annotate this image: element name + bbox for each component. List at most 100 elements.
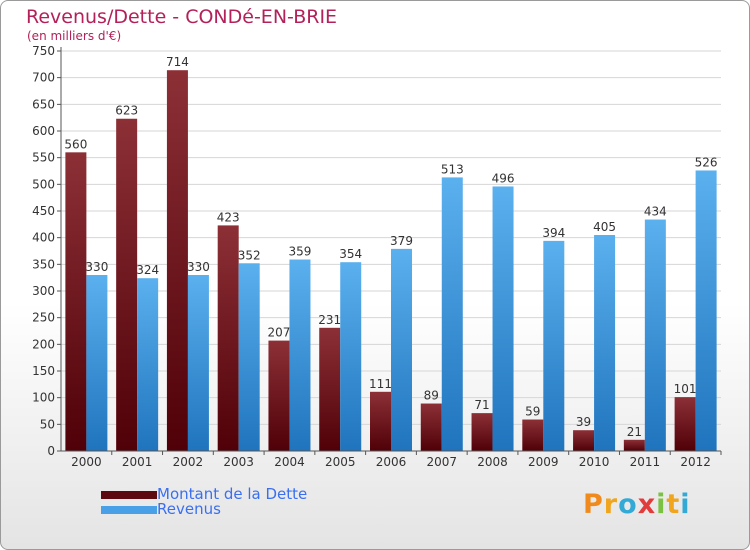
y-tick-label: 100: [32, 391, 55, 405]
data-label-revenue: 405: [593, 220, 616, 234]
bar-revenue: [238, 263, 260, 451]
y-tick-label: 400: [32, 231, 55, 245]
legend-label-revenue: Revenus: [157, 500, 221, 518]
bar-revenue: [492, 186, 514, 451]
data-label-revenue: 330: [85, 260, 108, 274]
bar-debt: [166, 70, 188, 451]
x-tick-label: 2008: [477, 455, 508, 469]
bar-revenue: [441, 177, 463, 451]
logo-letter: r: [603, 489, 619, 520]
data-label-revenue: 352: [238, 248, 261, 262]
x-tick-label: 2005: [325, 455, 356, 469]
bar-debt: [623, 439, 645, 451]
bar-debt: [471, 413, 493, 451]
bar-revenue: [391, 248, 412, 451]
y-tick-label: 0: [47, 444, 55, 458]
bar-revenue: [594, 235, 616, 451]
logo-letter: t: [666, 489, 681, 520]
logo-letter: i: [680, 489, 691, 520]
y-tick-label: 750: [32, 44, 55, 58]
x-tick-label: 2009: [528, 455, 559, 469]
bar-revenue: [340, 262, 362, 451]
y-tick-label: 500: [32, 177, 55, 191]
bar-debt: [116, 118, 138, 451]
data-label-debt: 714: [166, 55, 189, 69]
bar-revenue: [187, 275, 209, 451]
x-tick-label: 2003: [223, 455, 254, 469]
bar-debt: [65, 152, 87, 452]
data-label-debt: 207: [268, 326, 291, 340]
bar-revenue: [543, 240, 565, 451]
bar-revenue: [695, 170, 717, 451]
y-tick-label: 350: [32, 257, 55, 271]
axes: 0 50 100 150 200 250 300 350 400 450 500 550 600 650 7…: [32, 44, 722, 469]
logo-letter: P: [583, 489, 604, 520]
x-tick-label: 2001: [122, 455, 153, 469]
data-label-debt: 89: [424, 389, 439, 403]
y-tick-label: 450: [32, 204, 55, 218]
data-label-revenue: 359: [289, 245, 312, 259]
y-tick-label: 150: [32, 364, 55, 378]
data-label-debt: 231: [318, 313, 341, 327]
data-label-debt: 423: [217, 210, 240, 224]
logo-letter: i: [656, 489, 667, 520]
x-tick-label: 2000: [71, 455, 102, 469]
bar-revenue: [137, 278, 159, 451]
y-tick-label: 300: [32, 284, 55, 298]
data-label-debt: 111: [369, 377, 392, 391]
y-tick-label: 200: [32, 337, 55, 351]
x-tick-label: 2010: [579, 455, 610, 469]
data-label-revenue: 526: [695, 155, 718, 169]
x-tick-label: 2004: [274, 455, 305, 469]
bar-debt: [420, 403, 442, 451]
data-label-debt: 560: [64, 137, 87, 151]
data-label-revenue: 434: [644, 205, 667, 219]
data-label-revenue: 513: [441, 162, 464, 176]
y-tick-label: 650: [32, 97, 55, 111]
y-tick-label: 700: [32, 71, 55, 85]
chart-title: Revenus/Dette - CONDé-EN-BRIE: [26, 6, 338, 28]
data-labels: 560 330 623 324 714 330 423 352 207 359 231 354 111 3…: [64, 55, 717, 439]
y-tick-label: 250: [32, 311, 55, 325]
logo-letter: x: [637, 489, 657, 520]
data-label-debt: 101: [674, 382, 697, 396]
data-label-revenue: 354: [339, 247, 362, 261]
legend-label-debt: Montant de la Dette: [157, 485, 308, 503]
bar-debt: [522, 419, 544, 451]
logo-letter: o: [618, 489, 638, 520]
bars: [65, 70, 717, 452]
legend-swatch-revenue: [101, 506, 157, 514]
bar-debt: [217, 225, 239, 451]
x-tick-label: 2002: [173, 455, 204, 469]
y-tick-label: 50: [40, 417, 55, 431]
bar-debt: [573, 430, 595, 451]
x-tick-label: 2007: [426, 455, 457, 469]
bar-debt: [674, 397, 696, 451]
proxiti-logo: Proxiti: [583, 489, 691, 520]
x-tick-label: 2012: [680, 455, 711, 469]
x-tick-label: 2006: [376, 455, 407, 469]
data-label-debt: 21: [627, 425, 642, 439]
data-label-debt: 39: [576, 415, 591, 429]
data-label-revenue: 324: [136, 263, 159, 277]
data-label-debt: 71: [474, 398, 489, 412]
data-label-revenue: 496: [492, 171, 515, 185]
bar-revenue: [289, 259, 311, 451]
data-label-revenue: 379: [390, 234, 413, 248]
bar-debt: [319, 327, 341, 451]
bar-revenue: [644, 219, 666, 451]
y-tick-label: 600: [32, 124, 55, 138]
chart-subtitle: (en milliers d'€): [27, 29, 122, 43]
data-label-debt: 623: [115, 104, 138, 118]
x-tick-label: 2011: [630, 455, 661, 469]
bar-revenue: [86, 275, 108, 451]
data-label-debt: 59: [525, 405, 540, 419]
data-label-revenue: 330: [187, 260, 210, 274]
bar-debt: [370, 391, 391, 451]
data-label-revenue: 394: [542, 226, 565, 240]
y-tick-label: 550: [32, 151, 55, 165]
legend-swatch-debt: [101, 491, 157, 499]
bar-debt: [268, 340, 290, 451]
